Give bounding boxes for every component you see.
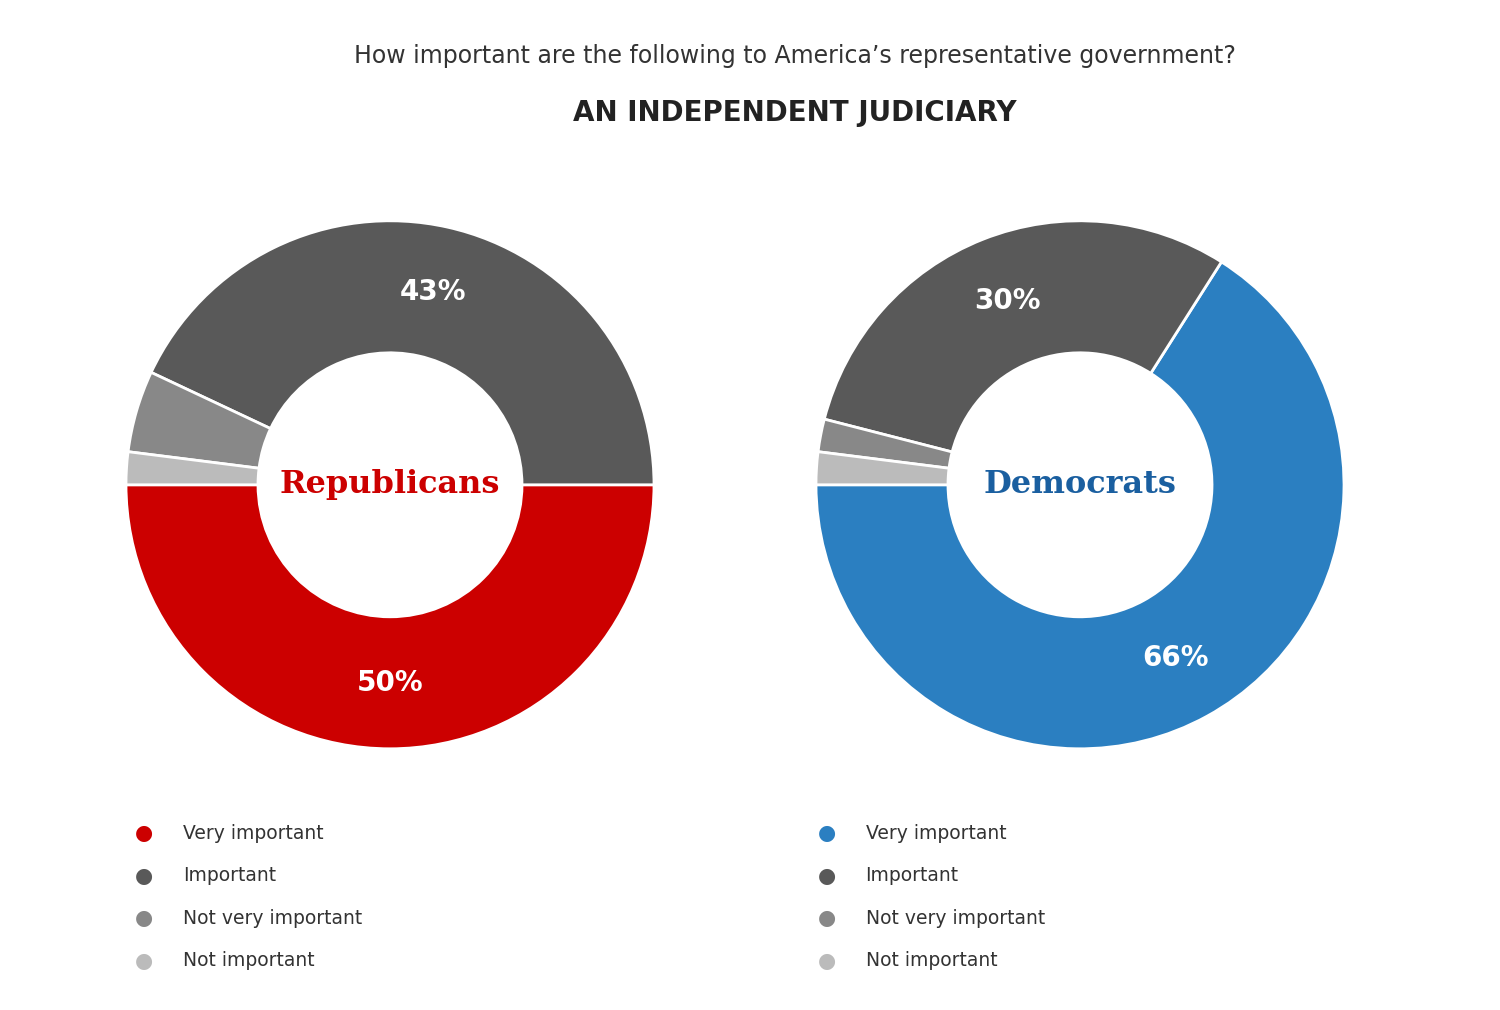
Text: Not very important: Not very important — [183, 909, 363, 927]
Text: How important are the following to America’s representative government?: How important are the following to Ameri… — [354, 43, 1236, 68]
Text: Not important: Not important — [183, 951, 315, 970]
Wedge shape — [152, 221, 654, 485]
Text: ●: ● — [818, 866, 836, 886]
Text: 2%: 2% — [744, 418, 782, 438]
Text: Republicans: Republicans — [279, 470, 500, 500]
Wedge shape — [825, 221, 1221, 451]
Wedge shape — [126, 451, 260, 485]
Text: ●: ● — [135, 866, 153, 886]
Text: AN INDEPENDENT JUDICIARY: AN INDEPENDENT JUDICIARY — [573, 99, 1017, 127]
Text: Not very important: Not very important — [865, 909, 1044, 927]
Text: ●: ● — [135, 908, 153, 928]
Wedge shape — [816, 451, 950, 485]
Text: ●: ● — [135, 823, 153, 843]
Wedge shape — [128, 373, 270, 469]
Text: Important: Important — [183, 867, 276, 885]
Text: 50%: 50% — [357, 669, 423, 697]
Text: 2%: 2% — [50, 456, 87, 476]
Wedge shape — [818, 419, 952, 469]
Text: 30%: 30% — [974, 287, 1041, 315]
Text: Not important: Not important — [865, 951, 998, 970]
Text: ●: ● — [818, 950, 836, 971]
Wedge shape — [816, 262, 1344, 748]
Text: Very important: Very important — [183, 824, 324, 842]
Circle shape — [948, 352, 1212, 617]
Text: Very important: Very important — [865, 824, 1006, 842]
Text: Important: Important — [865, 867, 958, 885]
Text: 5%: 5% — [60, 390, 99, 410]
Text: Democrats: Democrats — [984, 470, 1176, 500]
Text: ●: ● — [818, 823, 836, 843]
Circle shape — [258, 352, 522, 617]
Text: ●: ● — [135, 950, 153, 971]
Text: ●: ● — [818, 908, 836, 928]
Text: 66%: 66% — [1142, 644, 1209, 673]
Wedge shape — [126, 485, 654, 748]
Text: 43%: 43% — [400, 278, 466, 306]
Text: 2%: 2% — [740, 456, 777, 476]
